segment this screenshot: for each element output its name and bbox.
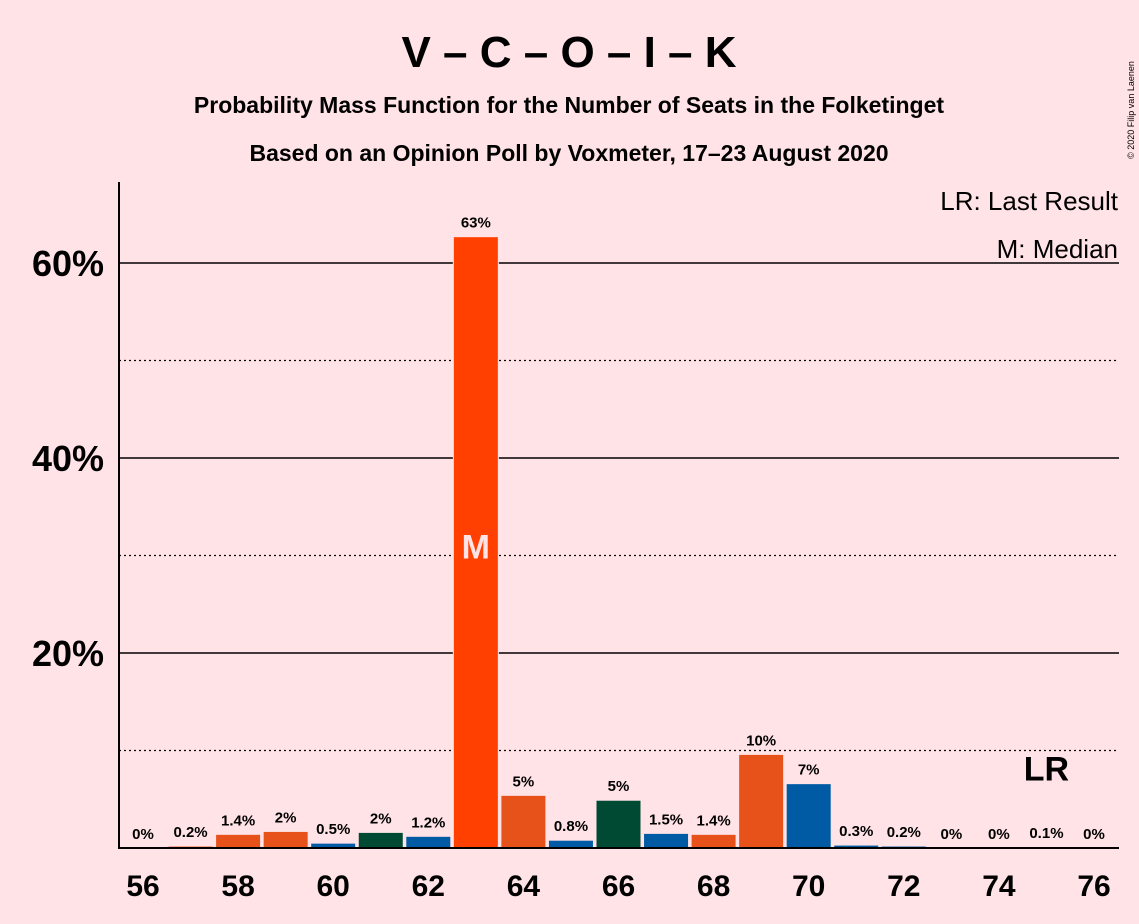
x-tick-label: 70 [792, 870, 825, 903]
data-label-seat-64: 5% [513, 773, 535, 790]
y-tick-label: 60% [32, 243, 104, 284]
data-label-seat-67: 1.5% [649, 811, 683, 828]
bar-seat-62 [405, 835, 452, 849]
y-tick-labels: 20% 40% 60% [32, 243, 104, 674]
data-label-seat-58: 1.4% [221, 812, 255, 829]
data-label-seat-61: 2% [370, 810, 392, 827]
data-label-seat-56: 0% [132, 826, 154, 843]
data-label-seat-76: 0% [1083, 826, 1105, 843]
data-label-seat-69: 10% [746, 732, 776, 749]
bar-seat-69 [738, 753, 785, 849]
x-tick-label: 76 [1077, 870, 1110, 903]
data-label-seat-70: 7% [798, 762, 820, 779]
legend-last-result: LR: Last Result [940, 186, 1119, 216]
bars [167, 236, 1070, 849]
grid-lines [119, 262, 1119, 752]
data-label-seat-68: 1.4% [696, 812, 730, 829]
legend-median: M: Median [997, 234, 1118, 264]
data-label-seat-63: 63% [461, 215, 491, 232]
data-label-seat-60: 0.5% [316, 821, 350, 838]
data-label-seat-66: 5% [608, 778, 630, 795]
data-label-seat-59: 2% [275, 809, 297, 826]
bar-seat-67 [643, 832, 690, 849]
chart-subtitle-2: Based on an Opinion Poll by Voxmeter, 17… [249, 140, 888, 166]
x-tick-label: 56 [126, 870, 159, 903]
x-tick-label: 64 [507, 870, 541, 903]
data-label-seat-57: 0.2% [173, 824, 207, 841]
data-label-seat-62: 1.2% [411, 814, 445, 831]
x-tick-label: 62 [412, 870, 445, 903]
bar-seat-59 [262, 830, 309, 849]
bar-seat-70 [785, 783, 832, 849]
x-tick-label: 74 [982, 870, 1016, 903]
data-label-seat-73: 0% [941, 826, 963, 843]
bar-seat-68 [690, 833, 737, 849]
x-tick-label: 72 [887, 870, 920, 903]
x-tick-labels: 56 58 60 62 64 66 68 70 72 74 76 [126, 870, 1110, 903]
data-label-seat-71: 0.3% [839, 823, 873, 840]
bar-seat-58 [215, 833, 262, 849]
data-label-seat-74: 0% [988, 826, 1010, 843]
data-label-seat-72: 0.2% [887, 824, 921, 841]
data-labels: 0% 0.2% 1.4% 2% 0.5% 2% 1.2% 63% M 5% 0.8% 5% 1.5% 1.… [132, 212, 1105, 843]
last-result-marker: LR [1024, 751, 1069, 789]
data-label-seat-75: 0.1% [1029, 825, 1063, 842]
y-tick-label: 20% [32, 633, 104, 674]
median-marker: M [462, 529, 490, 567]
bar-seat-66 [595, 799, 642, 849]
x-tick-label: 68 [697, 870, 730, 903]
data-label-seat-65: 0.8% [554, 818, 588, 835]
chart-subtitle-1: Probability Mass Function for the Number… [194, 92, 944, 118]
x-tick-label: 66 [602, 870, 635, 903]
chart-title: V – C – O – I – K [401, 28, 736, 77]
copyright-note: © 2020 Filip van Laenen [1126, 61, 1136, 159]
bar-seat-65 [547, 839, 594, 849]
y-tick-label: 40% [32, 438, 104, 479]
x-tick-label: 60 [317, 870, 350, 903]
bar-seat-61 [357, 831, 404, 849]
x-tick-label: 58 [221, 870, 254, 903]
bar-seat-64 [500, 794, 547, 849]
